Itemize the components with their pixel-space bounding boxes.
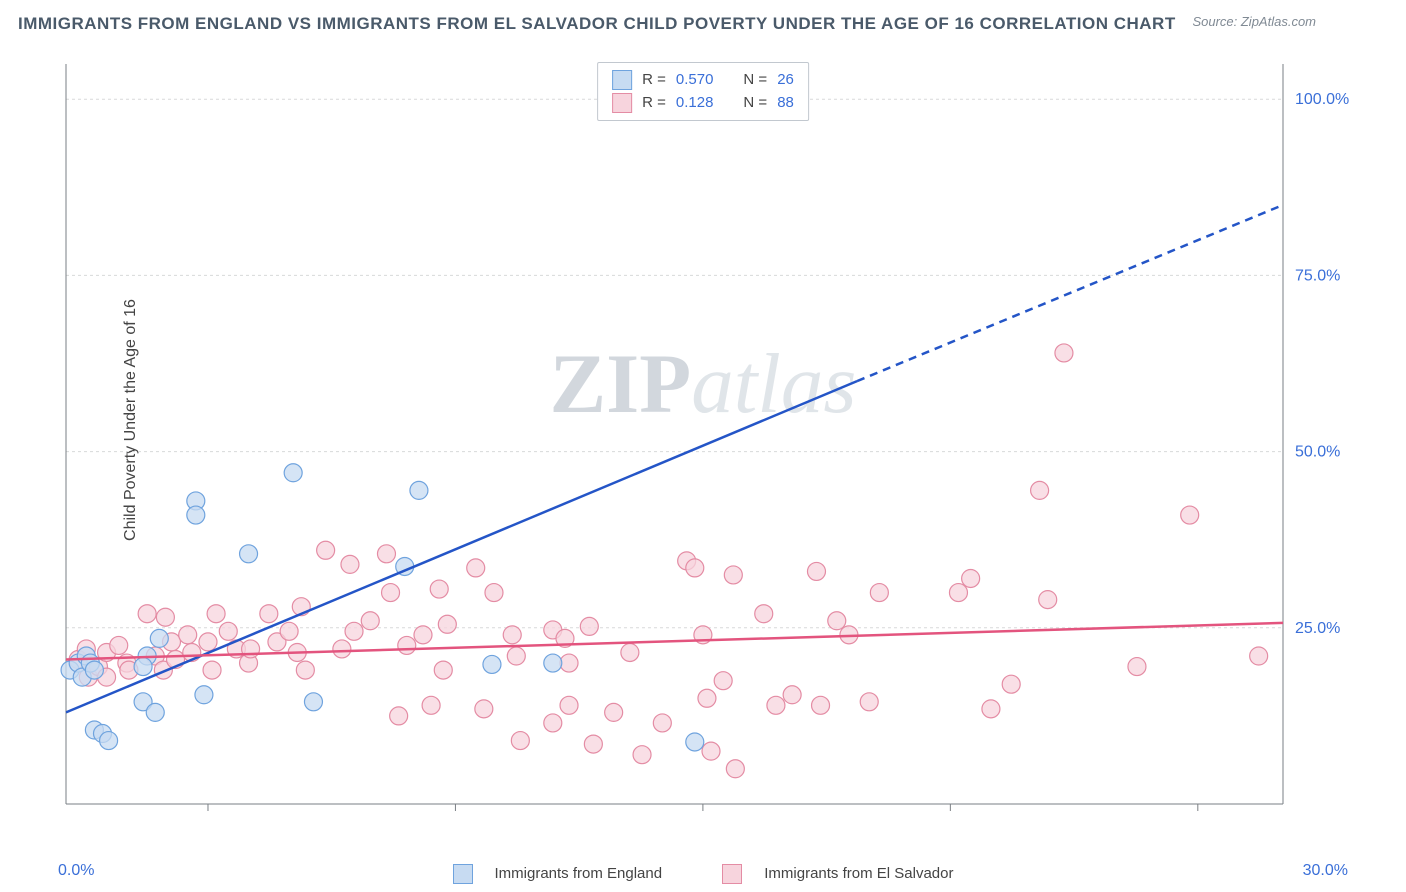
n-label: N = — [743, 92, 767, 115]
swatch-elsalvador-bottom — [722, 864, 742, 884]
svg-text:100.0%: 100.0% — [1295, 91, 1349, 108]
svg-text:25.0%: 25.0% — [1295, 620, 1340, 637]
legend-item-elsalvador: Immigrants from El Salvador — [708, 865, 967, 882]
correlation-legend: R = 0.570 N = 26 R = 0.128 N = 88 — [597, 62, 809, 121]
legend-row-elsalvador: R = 0.128 N = 88 — [612, 92, 794, 115]
r-value-england: 0.570 — [676, 69, 714, 92]
n-value-england: 26 — [777, 69, 794, 92]
series-name-elsalvador: Immigrants from El Salvador — [764, 865, 953, 882]
source-label: Source: ZipAtlas.com — [1192, 14, 1316, 29]
r-label: R = — [642, 69, 666, 92]
swatch-elsalvador — [612, 93, 632, 113]
swatch-england-bottom — [453, 864, 473, 884]
plot-area: 25.0% 50.0% 75.0% 100.0% — [58, 58, 1353, 838]
series-legend: Immigrants from England Immigrants from … — [0, 864, 1406, 884]
n-value-elsalvador: 88 — [777, 92, 794, 115]
chart-title: IMMIGRANTS FROM ENGLAND VS IMMIGRANTS FR… — [18, 14, 1176, 34]
x-axis-max-label: 30.0% — [1303, 862, 1348, 880]
svg-text:75.0%: 75.0% — [1295, 267, 1340, 284]
n-label: N = — [743, 69, 767, 92]
svg-text:50.0%: 50.0% — [1295, 444, 1340, 461]
r-value-elsalvador: 0.128 — [676, 92, 714, 115]
legend-item-england: Immigrants from England — [439, 865, 681, 882]
scatter-chart-svg: 25.0% 50.0% 75.0% 100.0% — [58, 58, 1353, 838]
swatch-england — [612, 70, 632, 90]
legend-row-england: R = 0.570 N = 26 — [612, 69, 794, 92]
r-label: R = — [642, 92, 666, 115]
series-name-england: Immigrants from England — [495, 865, 663, 882]
x-axis-min-label: 0.0% — [58, 862, 94, 880]
